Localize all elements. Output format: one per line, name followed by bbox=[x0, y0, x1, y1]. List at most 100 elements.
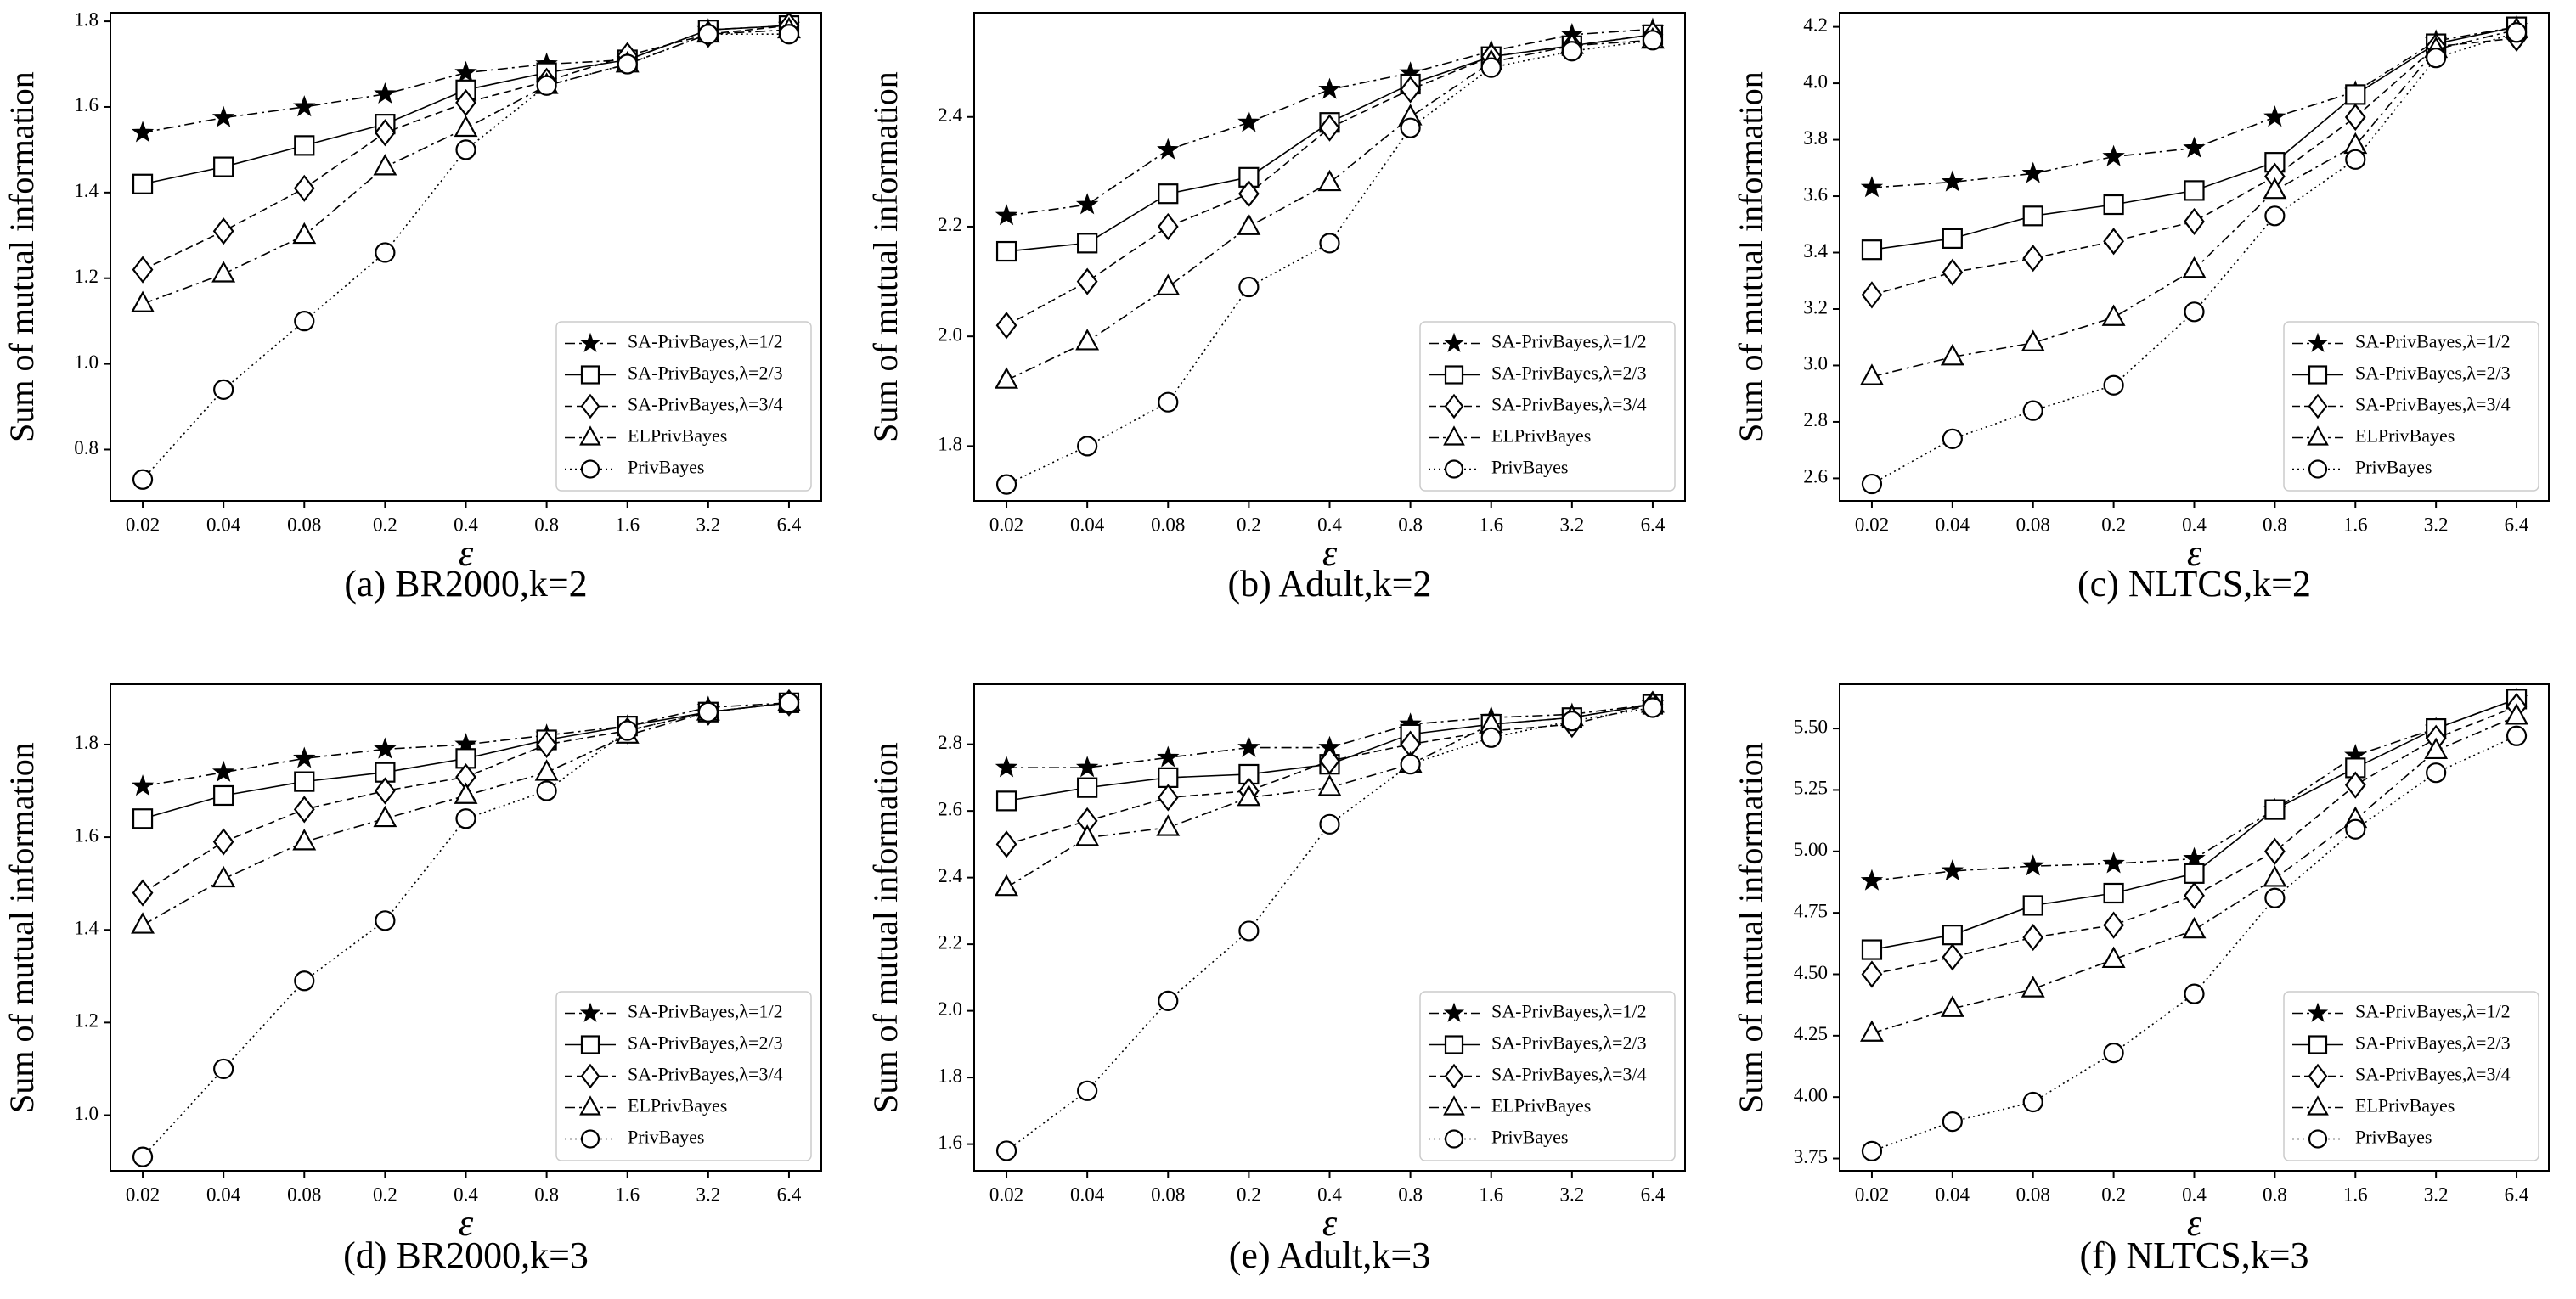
legend-label: SA-PrivBayes,λ=1/2 bbox=[628, 1001, 783, 1022]
chart-title: (c) NLTCS,k=2 bbox=[2077, 563, 2311, 605]
y-axis-label: Sum of mutual information bbox=[866, 71, 905, 442]
x-tick-label: 0.04 bbox=[1070, 514, 1105, 535]
marker bbox=[2263, 105, 2286, 127]
marker bbox=[1238, 920, 1260, 942]
marker bbox=[1237, 735, 1260, 757]
x-tick-label: 1.6 bbox=[2343, 514, 2368, 535]
legend-marker bbox=[1444, 365, 1464, 385]
marker bbox=[2103, 228, 2125, 256]
legend-marker bbox=[579, 1095, 601, 1116]
marker bbox=[1075, 329, 1100, 351]
marker bbox=[1076, 267, 1098, 295]
marker bbox=[1077, 436, 1098, 457]
legend-label: ELPrivBayes bbox=[2355, 1095, 2455, 1116]
legend-label: SA-PrivBayes,λ=2/3 bbox=[2355, 1032, 2511, 1054]
chart-title: (a) BR2000,k=2 bbox=[344, 563, 587, 605]
x-tick-label: 0.02 bbox=[989, 514, 1023, 535]
legend-label: SA-PrivBayes,λ=3/4 bbox=[2355, 1064, 2511, 1085]
marker bbox=[213, 156, 234, 177]
marker bbox=[2344, 771, 2366, 799]
marker bbox=[1077, 1080, 1098, 1101]
marker bbox=[1941, 170, 1964, 192]
x-tick-label: 1.6 bbox=[1479, 1184, 1503, 1205]
legend-label: ELPrivBayes bbox=[628, 1095, 727, 1116]
legend-label: SA-PrivBayes,λ=2/3 bbox=[1491, 1032, 1647, 1054]
x-tick-label: 0.4 bbox=[2182, 1184, 2207, 1205]
marker bbox=[1156, 273, 1181, 295]
marker bbox=[995, 474, 1017, 495]
marker bbox=[1561, 41, 1582, 62]
y-tick-label: 3.6 bbox=[1803, 183, 1828, 205]
marker bbox=[2021, 854, 2044, 876]
legend-label: SA-PrivBayes,λ=3/4 bbox=[628, 1064, 783, 1085]
marker bbox=[1237, 213, 1261, 235]
legend-marker bbox=[2308, 1035, 2328, 1054]
marker bbox=[2345, 818, 2366, 840]
legend-marker bbox=[2308, 1063, 2328, 1089]
x-tick-label: 3.2 bbox=[696, 514, 720, 535]
marker bbox=[374, 119, 396, 147]
legend-box bbox=[1419, 321, 1676, 492]
marker bbox=[212, 217, 234, 245]
y-tick-label: 1.8 bbox=[74, 732, 99, 753]
marker bbox=[995, 756, 1018, 778]
marker bbox=[1319, 114, 1340, 142]
y-tick-label: 3.75 bbox=[1794, 1146, 1828, 1167]
marker bbox=[995, 367, 1019, 389]
marker bbox=[131, 912, 155, 934]
marker bbox=[1319, 233, 1340, 254]
marker bbox=[617, 720, 638, 741]
x-tick-label: 0.04 bbox=[1936, 514, 1970, 535]
marker bbox=[2102, 852, 2125, 874]
marker bbox=[1561, 711, 1582, 732]
marker bbox=[294, 771, 315, 792]
y-tick-label: 1.8 bbox=[938, 434, 962, 455]
marker bbox=[1400, 754, 1421, 775]
y-axis-label: Sum of mutual information bbox=[3, 71, 41, 442]
marker bbox=[455, 808, 476, 829]
chart-title: (d) BR2000,k=3 bbox=[343, 1234, 589, 1276]
marker bbox=[534, 759, 559, 781]
marker bbox=[213, 784, 234, 807]
marker bbox=[1942, 428, 1963, 449]
legend-label: SA-PrivBayes,λ=2/3 bbox=[628, 1032, 783, 1054]
x-tick-label: 6.4 bbox=[1641, 514, 1666, 535]
marker bbox=[1860, 869, 1884, 891]
marker bbox=[1158, 990, 1179, 1011]
y-axis-label: Sum of mutual information bbox=[866, 742, 905, 1113]
marker bbox=[1237, 180, 1260, 208]
y-tick-label: 1.0 bbox=[74, 1103, 99, 1124]
x-tick-label: 0.8 bbox=[2263, 1184, 2287, 1205]
x-tick-label: 0.08 bbox=[1151, 1184, 1185, 1205]
x-tick-label: 0.04 bbox=[1070, 1184, 1105, 1205]
x-tick-label: 0.04 bbox=[206, 1184, 241, 1205]
marker bbox=[2344, 103, 2366, 132]
x-tick-label: 1.6 bbox=[615, 514, 640, 535]
marker bbox=[2183, 136, 2206, 158]
legend-marker bbox=[580, 459, 600, 479]
marker bbox=[294, 970, 315, 992]
x-tick-label: 0.08 bbox=[287, 514, 321, 535]
x-tick-label: 0.04 bbox=[206, 514, 241, 535]
x-tick-label: 0.8 bbox=[1398, 514, 1423, 535]
marker bbox=[132, 879, 154, 907]
y-tick-label: 5.25 bbox=[1794, 778, 1828, 799]
marker bbox=[454, 782, 478, 804]
y-tick-label: 2.2 bbox=[938, 931, 962, 953]
marker bbox=[2426, 762, 2447, 784]
legend-marker bbox=[1444, 1129, 1464, 1149]
marker bbox=[995, 204, 1018, 226]
marker bbox=[131, 290, 155, 312]
x-axis-label: ε bbox=[1322, 1202, 1338, 1244]
marker bbox=[2183, 846, 2206, 869]
x-tick-label: 0.2 bbox=[373, 514, 397, 535]
legend-label: ELPrivBayes bbox=[1491, 425, 1591, 447]
marker bbox=[211, 760, 235, 782]
legend-label: SA-PrivBayes,λ=3/4 bbox=[2355, 394, 2511, 415]
y-tick-label: 5.50 bbox=[1794, 716, 1828, 737]
marker bbox=[2101, 304, 2126, 326]
legend-label: SA-PrivBayes,λ=2/3 bbox=[1491, 363, 1647, 384]
x-tick-label: 0.8 bbox=[534, 1184, 559, 1205]
marker bbox=[1642, 30, 1664, 51]
x-tick-label: 0.4 bbox=[1317, 514, 1342, 535]
